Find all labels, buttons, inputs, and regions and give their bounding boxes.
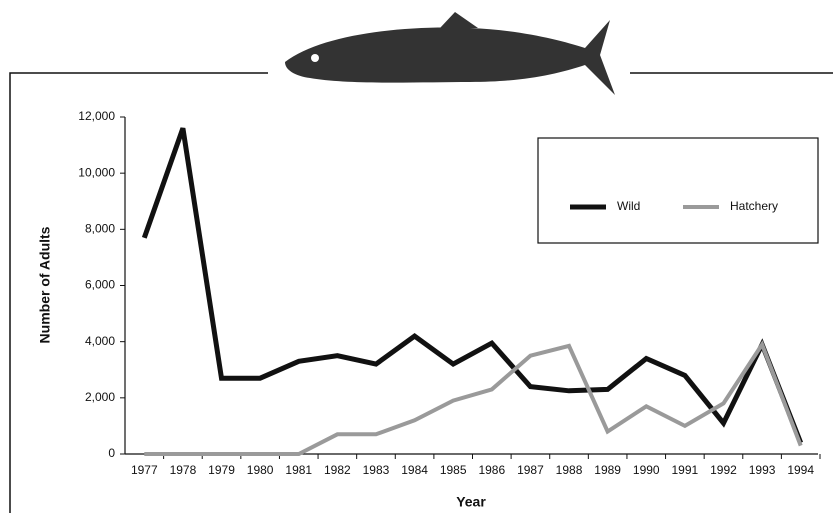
fish-fin (440, 12, 478, 28)
frame (9, 72, 833, 513)
frame-left (9, 72, 268, 513)
x-tick-label: 1991 (672, 463, 699, 477)
series-line (141, 127, 804, 444)
x-tick-label: 1979 (208, 463, 235, 477)
x-tick-label: 1985 (440, 463, 467, 477)
y-tick-label: 8,000 (85, 222, 115, 236)
x-tick-label: 1981 (285, 463, 312, 477)
x-tick-label: 1988 (556, 463, 583, 477)
x-tick-label: 1982 (324, 463, 351, 477)
x-tick-label: 1986 (478, 463, 505, 477)
fish-eye (311, 54, 319, 62)
x-tick-label: 1994 (787, 463, 814, 477)
legend-box (537, 137, 819, 244)
y-tick-label: 12,000 (78, 109, 115, 123)
y-tick-label: 6,000 (85, 278, 115, 292)
x-tick-label: 1993 (749, 463, 776, 477)
fish-body (285, 20, 615, 95)
y-tick-label: 2,000 (85, 390, 115, 404)
legend-label: Hatchery (730, 199, 778, 213)
x-tick-label: 1983 (363, 463, 390, 477)
x-tick-label: 1980 (247, 463, 274, 477)
x-tick-label: 1978 (170, 463, 197, 477)
y-tick-label: 0 (108, 446, 115, 460)
y-axis-title: Number of Adults (37, 226, 53, 343)
legend-label: Wild (617, 199, 640, 213)
x-tick-label: 1987 (517, 463, 544, 477)
x-tick-label: 1990 (633, 463, 660, 477)
y-tick-label: 10,000 (78, 165, 115, 179)
x-tick-label: 1977 (131, 463, 158, 477)
x-tick-label: 1989 (594, 463, 621, 477)
y-tick-label: 4,000 (85, 334, 115, 348)
x-axis-title: Year (456, 494, 486, 510)
series-line (144, 340, 803, 456)
x-tick-label: 1992 (710, 463, 737, 477)
x-tick-label: 1984 (401, 463, 428, 477)
fish-illustration (285, 12, 615, 95)
